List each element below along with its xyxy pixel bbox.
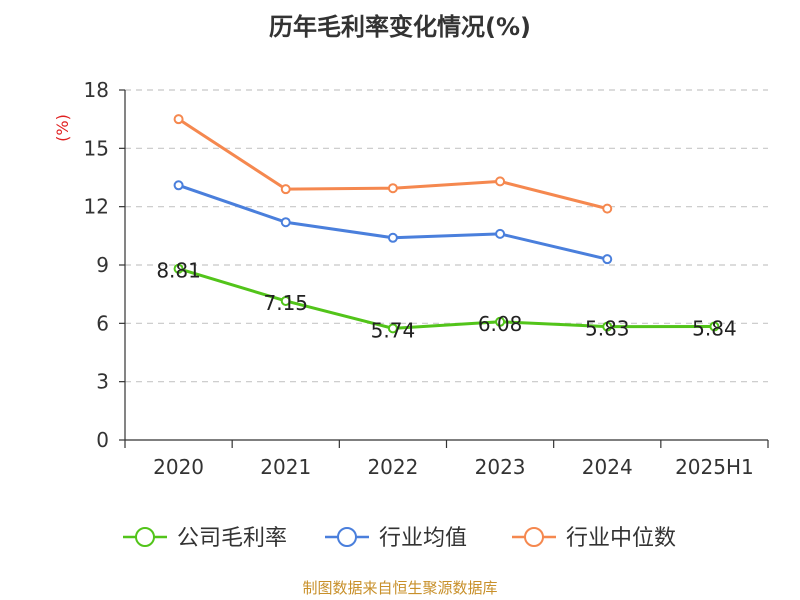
data-point — [709, 321, 720, 332]
data-point — [280, 184, 291, 195]
x-tick-label: 2020 — [153, 455, 204, 479]
data-point — [495, 228, 506, 239]
x-tick-label: 2021 — [260, 455, 311, 479]
legend-marker — [524, 527, 544, 547]
legend-label: 公司毛利率 — [177, 526, 287, 551]
legend-marker — [135, 527, 155, 547]
y-tick-label: 3 — [96, 370, 109, 394]
y-tick-label: 0 — [96, 428, 109, 452]
series-layer — [173, 114, 720, 334]
y-tick-label: 12 — [84, 195, 109, 219]
chart-title: 历年毛利率变化情况(%) — [269, 13, 531, 41]
x-axis-ticks: 2020 2021 2022 2023 2024 2025H1 — [124, 440, 769, 479]
series-line — [178, 183, 608, 261]
data-point — [280, 217, 291, 228]
data-labels: 8.81 7.15 5.74 6.08 5.83 5.84 — [156, 259, 736, 343]
x-tick-label: 2025H1 — [675, 455, 754, 479]
data-point — [173, 180, 184, 191]
data-point — [602, 254, 613, 265]
data-point — [173, 114, 184, 125]
data-point — [602, 203, 613, 214]
data-point — [495, 176, 506, 187]
data-point — [387, 183, 398, 194]
y-tick-label: 9 — [96, 253, 109, 277]
data-point — [602, 321, 613, 332]
data-label: 7.15 — [263, 291, 308, 315]
y-tick-label: 18 — [84, 78, 109, 102]
legend: 公司毛利率 行业均值 行业中位数 — [123, 526, 676, 551]
x-tick-label: 2024 — [582, 455, 633, 479]
data-label: 5.84 — [692, 316, 737, 340]
series-line — [177, 117, 608, 211]
data-label: 5.74 — [371, 318, 416, 342]
data-point — [173, 263, 184, 274]
x-tick-label: 2023 — [475, 455, 526, 479]
x-tick-label: 2022 — [367, 455, 418, 479]
source-note: 制图数据来自恒生聚源数据库 — [302, 579, 497, 597]
legend-label: 行业均值 — [379, 526, 467, 551]
data-point — [387, 323, 398, 334]
gridlines — [125, 89, 768, 383]
y-axis-ticks: 0 3 6 9 12 15 18 — [84, 78, 125, 452]
data-point — [280, 295, 291, 306]
series-line — [178, 267, 715, 330]
y-tick-label: 15 — [84, 136, 109, 160]
data-label: 5.83 — [585, 317, 630, 341]
legend-marker — [337, 527, 357, 547]
y-tick-label: 6 — [96, 311, 109, 335]
legend-label: 行业中位数 — [566, 526, 676, 551]
data-label: 6.08 — [478, 312, 523, 336]
data-point — [387, 232, 398, 243]
y-axis-unit-label: (%) — [53, 114, 72, 142]
data-label: 8.81 — [156, 259, 201, 283]
data-point — [495, 316, 506, 327]
